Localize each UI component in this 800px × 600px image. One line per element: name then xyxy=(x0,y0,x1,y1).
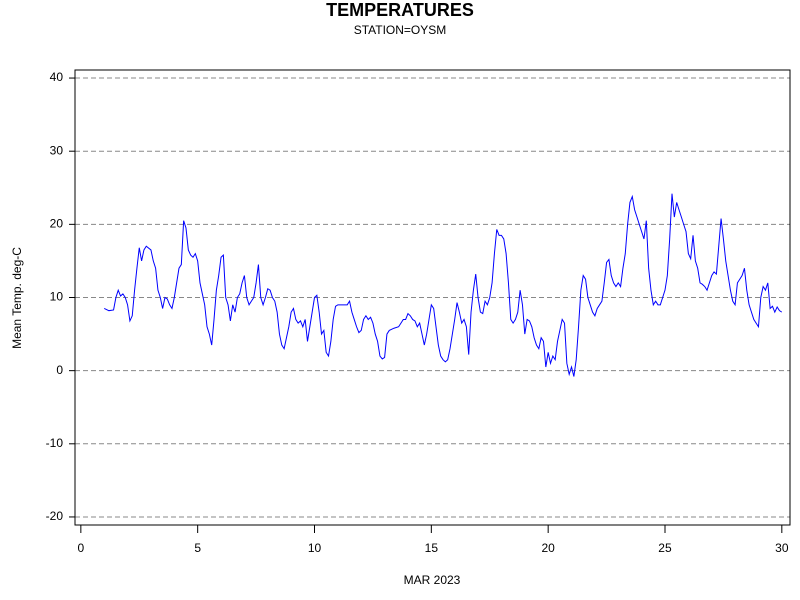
y-tick-label: 30 xyxy=(50,143,64,157)
plot-frame xyxy=(74,69,791,526)
y-tick-label: 10 xyxy=(50,290,64,304)
y-tick-label: 20 xyxy=(50,217,64,231)
x-tick-label: 25 xyxy=(658,541,672,555)
data-line xyxy=(103,193,783,377)
y-tick-label: 0 xyxy=(56,363,63,377)
x-tick-label: 20 xyxy=(541,541,555,555)
y-tick-label: -10 xyxy=(46,436,64,450)
y-tick-label: 40 xyxy=(50,70,64,84)
chart-title: TEMPERATURES xyxy=(326,0,474,20)
x-tick-label: 5 xyxy=(194,541,201,555)
x-tick-label: 0 xyxy=(77,541,84,555)
y-tick-label: -20 xyxy=(46,509,64,523)
x-axis-label: MAR 2023 xyxy=(404,573,461,587)
x-tick-label: 10 xyxy=(308,541,322,555)
y-axis-label: Mean Temp. deg-C xyxy=(10,247,24,349)
x-tick-label: 30 xyxy=(775,541,789,555)
x-tick-label: 15 xyxy=(425,541,439,555)
chart-subtitle: STATION=OYSM xyxy=(354,23,447,37)
